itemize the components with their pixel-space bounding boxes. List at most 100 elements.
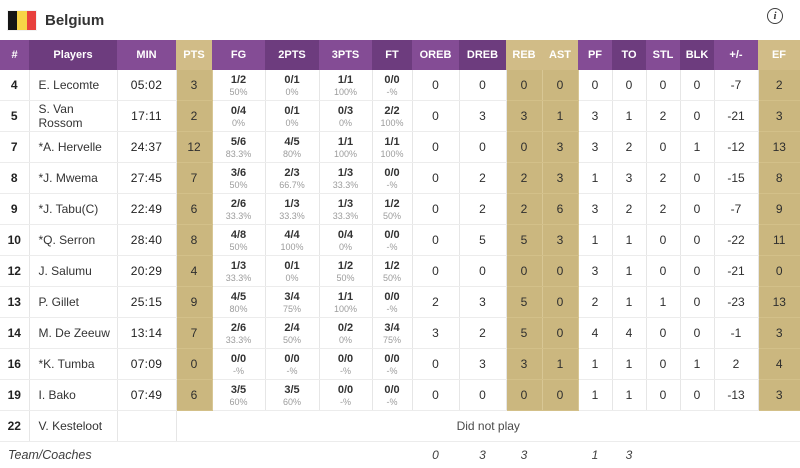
plusminus-cell: -7 xyxy=(714,194,758,225)
shooting-percentage: 0% xyxy=(266,118,319,128)
stl-cell: 0 xyxy=(646,349,680,380)
made-attempted: 1/1 xyxy=(320,291,372,303)
to-cell: 2 xyxy=(612,132,646,163)
minutes-cell: 07:09 xyxy=(117,349,176,380)
ef-cell: 13 xyxy=(758,132,800,163)
oreb-cell: 0 xyxy=(412,349,459,380)
stl-cell: 0 xyxy=(646,380,680,411)
player-number: 16 xyxy=(0,349,29,380)
minutes-cell: 24:37 xyxy=(117,132,176,163)
two-points-cell: 0/0-% xyxy=(265,349,319,380)
made-attempted: 3/5 xyxy=(266,384,319,396)
field-goals-cell xyxy=(212,442,265,468)
shooting-percentage: -% xyxy=(266,366,319,376)
dreb-cell: 0 xyxy=(459,70,506,101)
points-cell: 2 xyxy=(176,101,212,132)
pf-cell: 1 xyxy=(578,349,612,380)
ast-cell: 0 xyxy=(542,318,578,349)
made-attempted: 0/0 xyxy=(320,353,372,365)
two-points-cell xyxy=(265,442,319,468)
stl-cell: 0 xyxy=(646,70,680,101)
to-cell: 1 xyxy=(612,101,646,132)
col-header-pf: PF xyxy=(578,40,612,70)
ef-cell: 13 xyxy=(758,287,800,318)
shooting-percentage: -% xyxy=(213,366,265,376)
shooting-percentage: 0% xyxy=(213,118,265,128)
ast-cell: 3 xyxy=(542,225,578,256)
minutes-cell: 22:49 xyxy=(117,194,176,225)
shooting-percentage: 0% xyxy=(266,87,319,97)
pf-cell: 1 xyxy=(578,442,612,468)
pf-cell: 0 xyxy=(578,70,612,101)
shooting-percentage: 100% xyxy=(266,242,319,252)
shooting-percentage: 60% xyxy=(213,397,265,407)
made-attempted: 3/5 xyxy=(213,384,265,396)
oreb-cell: 0 xyxy=(412,70,459,101)
shooting-percentage: 50% xyxy=(213,87,265,97)
ast-cell xyxy=(542,442,578,468)
shooting-percentage: 33.3% xyxy=(213,335,265,345)
col-header-3pts: 3PTS xyxy=(319,40,372,70)
to-cell: 1 xyxy=(612,349,646,380)
ef-cell xyxy=(758,442,800,468)
made-attempted: 0/1 xyxy=(266,260,319,272)
pf-cell: 3 xyxy=(578,194,612,225)
shooting-percentage: -% xyxy=(373,397,412,407)
reb-cell: 2 xyxy=(506,163,542,194)
points-cell xyxy=(176,442,212,468)
box-score-table: # Players MIN PTS FG 2PTS 3PTS FT OREB D… xyxy=(0,40,800,468)
three-points-cell: 0/0-% xyxy=(319,380,372,411)
ast-cell: 1 xyxy=(542,101,578,132)
stl-cell: 0 xyxy=(646,256,680,287)
player-number: 4 xyxy=(0,70,29,101)
col-header-plusminus: +/- xyxy=(714,40,758,70)
player-name: *Q. Serron xyxy=(29,225,117,256)
info-icon[interactable]: i xyxy=(767,8,783,24)
shooting-percentage: 100% xyxy=(320,149,372,159)
reb-cell: 5 xyxy=(506,225,542,256)
free-throws-cell: 0/0-% xyxy=(372,163,412,194)
free-throws-cell: 0/0-% xyxy=(372,225,412,256)
stl-cell: 1 xyxy=(646,287,680,318)
dreb-cell: 0 xyxy=(459,380,506,411)
minutes-cell: 13:14 xyxy=(117,318,176,349)
plusminus-cell: -23 xyxy=(714,287,758,318)
stl-cell: 2 xyxy=(646,101,680,132)
made-attempted: 0/0 xyxy=(213,353,265,365)
pf-cell: 4 xyxy=(578,318,612,349)
player-name: I. Bako xyxy=(29,380,117,411)
col-header-ast: AST xyxy=(542,40,578,70)
player-number: 13 xyxy=(0,287,29,318)
plusminus-cell: -15 xyxy=(714,163,758,194)
ast-cell: 0 xyxy=(542,256,578,287)
ast-cell: 6 xyxy=(542,194,578,225)
reb-cell: 0 xyxy=(506,380,542,411)
col-header-to: TO xyxy=(612,40,646,70)
points-cell: 6 xyxy=(176,380,212,411)
shooting-percentage: 33.3% xyxy=(320,211,372,221)
